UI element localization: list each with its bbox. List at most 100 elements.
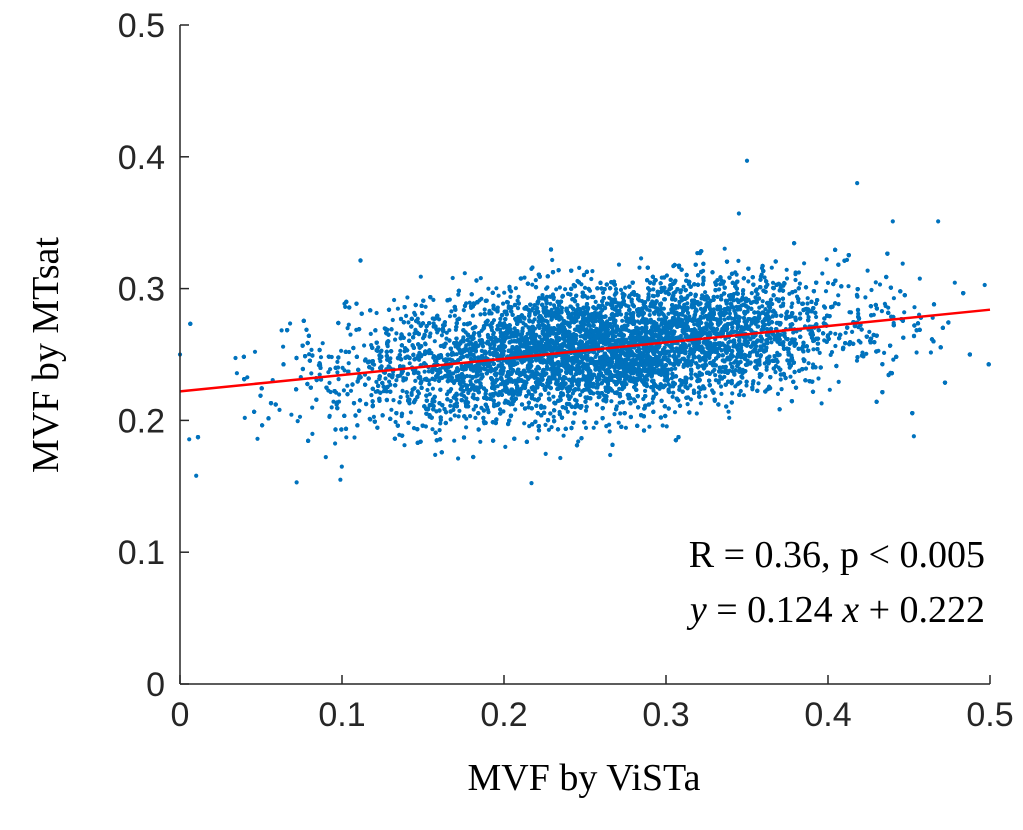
data-point	[646, 292, 651, 297]
data-point	[486, 286, 491, 291]
data-point	[407, 361, 412, 366]
data-point	[651, 388, 656, 393]
data-point	[928, 350, 934, 355]
data-point	[822, 305, 828, 310]
data-point	[902, 310, 907, 315]
data-point	[461, 308, 466, 313]
data-point	[703, 394, 708, 399]
data-point	[430, 386, 435, 391]
data-point	[820, 271, 825, 276]
data-point	[704, 323, 709, 328]
data-point	[462, 322, 467, 327]
data-point	[379, 348, 384, 353]
data-point	[412, 310, 417, 315]
data-point	[775, 391, 781, 396]
data-point	[406, 320, 411, 325]
data-point	[738, 380, 743, 385]
data-point	[811, 347, 816, 352]
data-point	[374, 379, 379, 384]
data-point	[637, 265, 642, 270]
data-point	[530, 265, 535, 270]
data-point	[581, 373, 586, 378]
data-point	[277, 407, 282, 412]
data-point	[952, 280, 957, 285]
data-point	[543, 451, 548, 456]
data-point	[608, 452, 613, 458]
data-point	[616, 262, 622, 267]
data-point	[470, 395, 475, 400]
data-point	[754, 287, 759, 292]
data-point	[790, 301, 795, 306]
data-point	[761, 310, 766, 316]
data-point	[331, 399, 336, 404]
data-point	[559, 368, 564, 373]
data-point	[785, 309, 790, 314]
data-point	[398, 395, 403, 400]
data-point	[687, 314, 692, 319]
data-point	[594, 359, 599, 364]
data-point	[549, 425, 554, 430]
data-point	[339, 348, 344, 353]
data-point	[681, 284, 686, 289]
data-point	[544, 286, 549, 291]
data-point	[522, 421, 527, 426]
data-point	[806, 361, 811, 366]
data-point	[255, 436, 260, 441]
data-point	[900, 261, 905, 266]
data-point	[425, 387, 430, 393]
data-point	[348, 332, 353, 337]
data-point	[438, 421, 443, 426]
data-point	[426, 369, 431, 374]
data-point	[733, 384, 738, 389]
data-point	[323, 455, 328, 460]
data-point	[317, 372, 322, 377]
data-point	[501, 409, 506, 414]
data-point	[805, 301, 810, 306]
data-point	[781, 343, 786, 348]
data-point	[368, 331, 373, 336]
data-point	[759, 272, 764, 277]
data-point	[546, 427, 552, 432]
data-point	[444, 330, 449, 335]
data-point	[503, 444, 508, 449]
data-point	[722, 246, 727, 251]
data-point	[819, 401, 824, 406]
data-point	[548, 411, 553, 416]
data-point	[664, 424, 669, 429]
data-point	[341, 388, 346, 393]
data-point	[548, 301, 553, 306]
data-point	[449, 309, 454, 314]
data-point	[530, 282, 535, 287]
data-point	[439, 333, 444, 338]
data-point	[869, 287, 874, 293]
data-point	[756, 381, 761, 386]
data-point	[577, 265, 582, 270]
data-point	[728, 361, 733, 366]
data-point	[761, 320, 766, 326]
data-point	[696, 317, 702, 322]
data-point	[502, 290, 507, 295]
data-point	[393, 419, 398, 425]
data-point	[856, 311, 861, 316]
data-point	[495, 384, 500, 389]
data-point	[811, 362, 816, 367]
data-point	[448, 399, 453, 404]
data-point	[796, 270, 802, 275]
data-point	[529, 481, 534, 486]
data-point	[478, 312, 483, 317]
data-point	[698, 387, 704, 392]
data-point	[723, 336, 728, 341]
data-point	[583, 408, 589, 413]
data-point	[566, 322, 571, 327]
data-point	[328, 367, 333, 372]
data-point	[596, 395, 601, 400]
data-point	[407, 332, 412, 337]
data-point	[478, 439, 483, 444]
data-point	[611, 334, 616, 339]
data-point	[817, 350, 822, 355]
data-point	[561, 433, 566, 438]
data-point	[886, 305, 891, 310]
data-point	[736, 258, 741, 263]
data-point	[281, 344, 286, 349]
data-point	[513, 286, 519, 291]
